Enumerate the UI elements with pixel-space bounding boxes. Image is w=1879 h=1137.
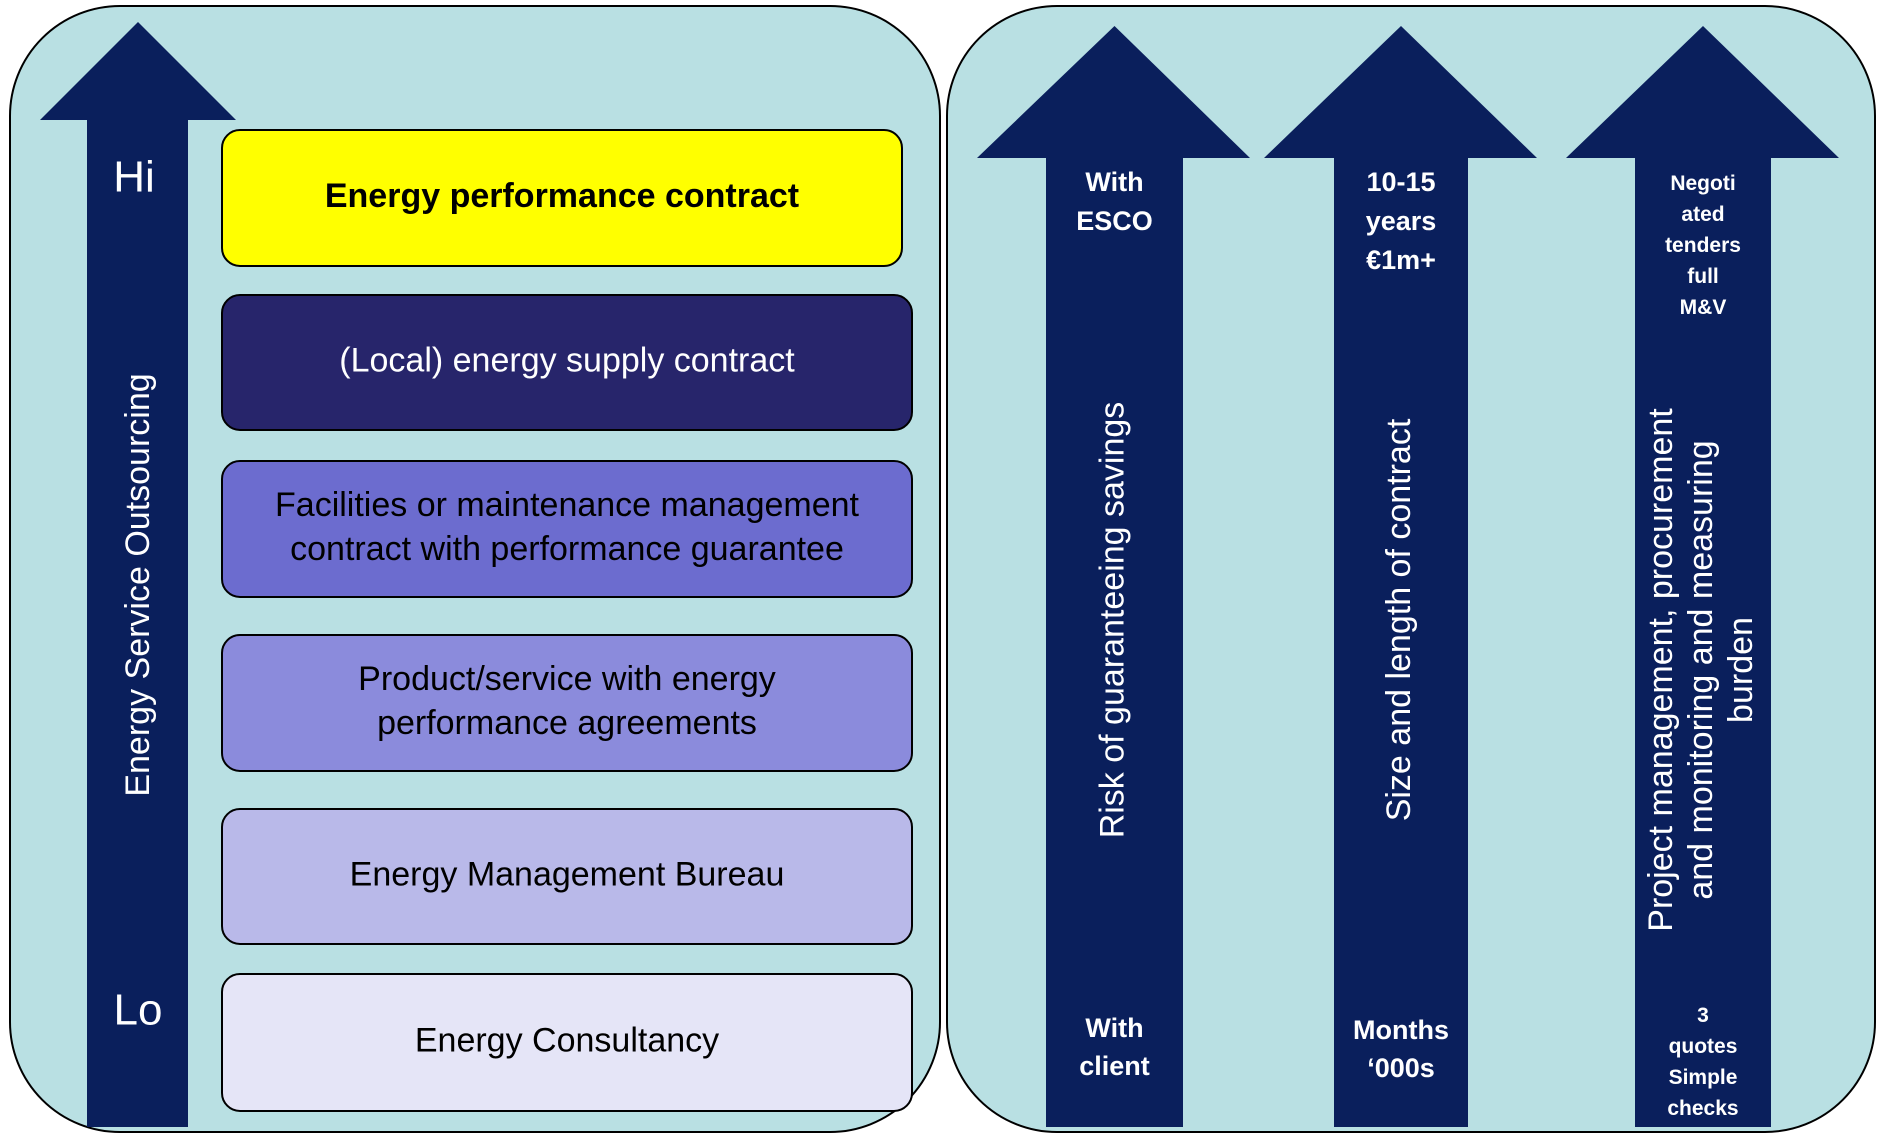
arrow-top-label-line: Negoti <box>1670 172 1735 195</box>
box-label-line: Product/service with energy <box>358 660 776 698</box>
box-label-line: performance agreements <box>377 704 757 742</box>
contract-box <box>221 634 913 772</box>
lo-label: Lo <box>114 986 163 1035</box>
arrow-label: Size and length of contract <box>1380 418 1418 821</box>
arrow-bottom-label-line: quotes <box>1669 1035 1738 1058</box>
box-label-line: (Local) energy supply contract <box>339 341 795 379</box>
arrow-top-label-line: €1m+ <box>1366 245 1436 275</box>
arrow-label-line: Project management, procurement <box>1642 408 1680 932</box>
box-label-line: Energy performance contract <box>325 177 799 215</box>
arrow-top-label-line: years <box>1366 206 1437 236</box>
arrow-top-label: Negoti ated tenders full M&V <box>1665 172 1741 319</box>
arrow-bottom-label: 3 quotes Simple checks <box>1667 1004 1738 1120</box>
arrow-bottom-label-line: checks <box>1667 1097 1738 1120</box>
box-label: (Local) energy supply contract <box>339 341 795 379</box>
arrow-top-label-line: With <box>1085 167 1143 197</box>
box-label-line: Energy Consultancy <box>415 1021 719 1059</box>
box-label: Product/service with energy performance a… <box>358 660 776 742</box>
axis-label: Energy Service Outsourcing <box>119 373 157 796</box>
box-label: Energy Consultancy <box>415 1021 719 1059</box>
arrow-top-label: 10-15 years €1m+ <box>1366 167 1437 275</box>
arrow-bottom-label-line: 3 <box>1697 1004 1709 1027</box>
box-label: Energy performance contract <box>325 177 799 215</box>
arrow-bottom-label: Months ‘000s <box>1353 1015 1449 1083</box>
arrow-top-label-line: 10-15 <box>1366 167 1435 197</box>
metric-arrow <box>1566 26 1839 1127</box>
arrow-top-label-line: full <box>1687 265 1719 288</box>
arrow-bottom-label-line: ‘000s <box>1367 1053 1435 1083</box>
contract-box <box>221 460 913 598</box>
box-label-line: contract with performance guarantee <box>290 530 844 568</box>
arrow-label-line: and monitoring and measuring <box>1682 440 1720 899</box>
contract-box <box>221 129 903 267</box>
contract-box <box>221 973 913 1112</box>
arrow-label: Project management, procurementand monit… <box>1642 408 1760 932</box>
arrow-label: Risk of guaranteeing savings <box>1093 402 1131 839</box>
arrow-top-label-line: tenders <box>1665 234 1741 257</box>
arrow-label-line: Size and length of contract <box>1380 418 1418 821</box>
contract-box <box>221 808 913 945</box>
arrow-top-label-line: M&V <box>1680 296 1727 319</box>
box-label-line: Energy Management Bureau <box>350 855 785 893</box>
box-label: Facilities or maintenance management cont… <box>275 486 860 568</box>
arrow-label-line: Risk of guaranteeing savings <box>1093 402 1131 839</box>
outsourcing-arrow <box>40 22 236 1127</box>
metric-arrow <box>1264 26 1537 1127</box>
arrow-bottom-label-line: With <box>1085 1013 1143 1043</box>
arrow-bottom-label-line: Simple <box>1669 1066 1738 1089</box>
arrow-top-label-line: ESCO <box>1076 206 1153 236</box>
arrow-bottom-label: With client <box>1079 1013 1150 1081</box>
contract-box <box>221 294 913 431</box>
box-label-line: Facilities or maintenance management <box>275 486 860 524</box>
arrow-top-label-line: ated <box>1681 203 1724 226</box>
arrow-bottom-label-line: client <box>1079 1051 1150 1081</box>
hi-label: Hi <box>113 153 155 202</box>
box-label: Energy Management Bureau <box>350 855 785 893</box>
arrow-bottom-label-line: Months <box>1353 1015 1449 1045</box>
metric-arrow <box>977 26 1250 1127</box>
arrow-top-label: With ESCO <box>1076 167 1153 236</box>
arrow-label-line: burden <box>1722 617 1760 723</box>
